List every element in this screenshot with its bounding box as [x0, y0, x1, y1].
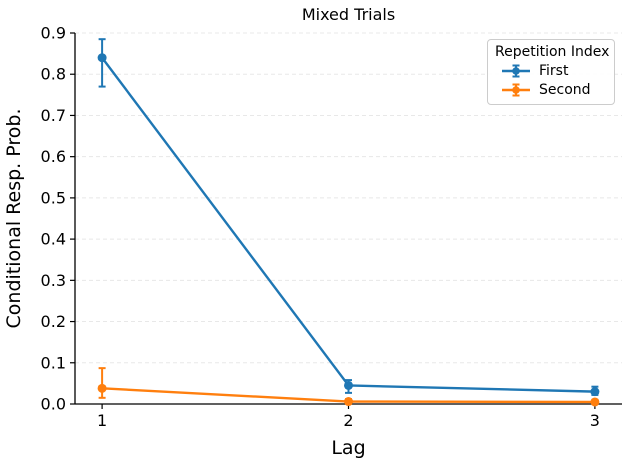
x-tick-label: 3 [590, 411, 600, 430]
y-tick-label: 0.6 [41, 147, 66, 166]
y-tick-label: 0.8 [41, 65, 66, 84]
x-tick-label: 2 [343, 411, 353, 430]
y-tick-label: 0.4 [41, 230, 66, 249]
y-axis-label: Conditional Resp. Prob. [3, 109, 25, 329]
legend-entry-label-second: Second [539, 81, 591, 98]
errorbar-glyph-first [502, 64, 530, 77]
legend-entry-second: Second [495, 80, 607, 99]
y-tick-label: 0.9 [41, 24, 66, 43]
data-point-first-lag3 [590, 387, 600, 397]
legend-entry-label-first: First [539, 62, 569, 79]
data-point-second-lag1 [97, 383, 107, 393]
errorbar-glyph-second [502, 83, 530, 96]
x-tick-label: 1 [97, 411, 107, 430]
y-tick-label: 0.5 [41, 188, 66, 207]
legend-entry-first: First [495, 61, 607, 80]
x-axis-label: Lag [331, 437, 365, 459]
legend-title: Repetition Index [495, 44, 610, 60]
legend-entries: First Second [495, 61, 607, 99]
data-point-second-lag2 [344, 397, 353, 407]
data-point-first-lag2 [344, 380, 353, 390]
series-line-first [100, 56, 597, 393]
y-tick-label: 0.2 [41, 312, 66, 331]
chart-title: Mixed Trials [302, 5, 395, 24]
data-point-second-lag3 [590, 397, 600, 407]
y-tick-label: 0.1 [41, 353, 66, 372]
legend: Repetition Index First Second [487, 39, 615, 105]
y-tick-label: 0.7 [41, 106, 66, 125]
data-point-first-lag1 [97, 53, 107, 63]
data-series [97, 38, 600, 407]
gridlines [75, 32, 622, 364]
axes: 0.0 0.1 0.2 0.3 0.4 0.5 0.6 0.7 0.8 0.9 1 2 3 [41, 24, 622, 430]
y-tick-label: 0.0 [41, 395, 66, 414]
y-tick-label: 0.3 [41, 271, 66, 290]
